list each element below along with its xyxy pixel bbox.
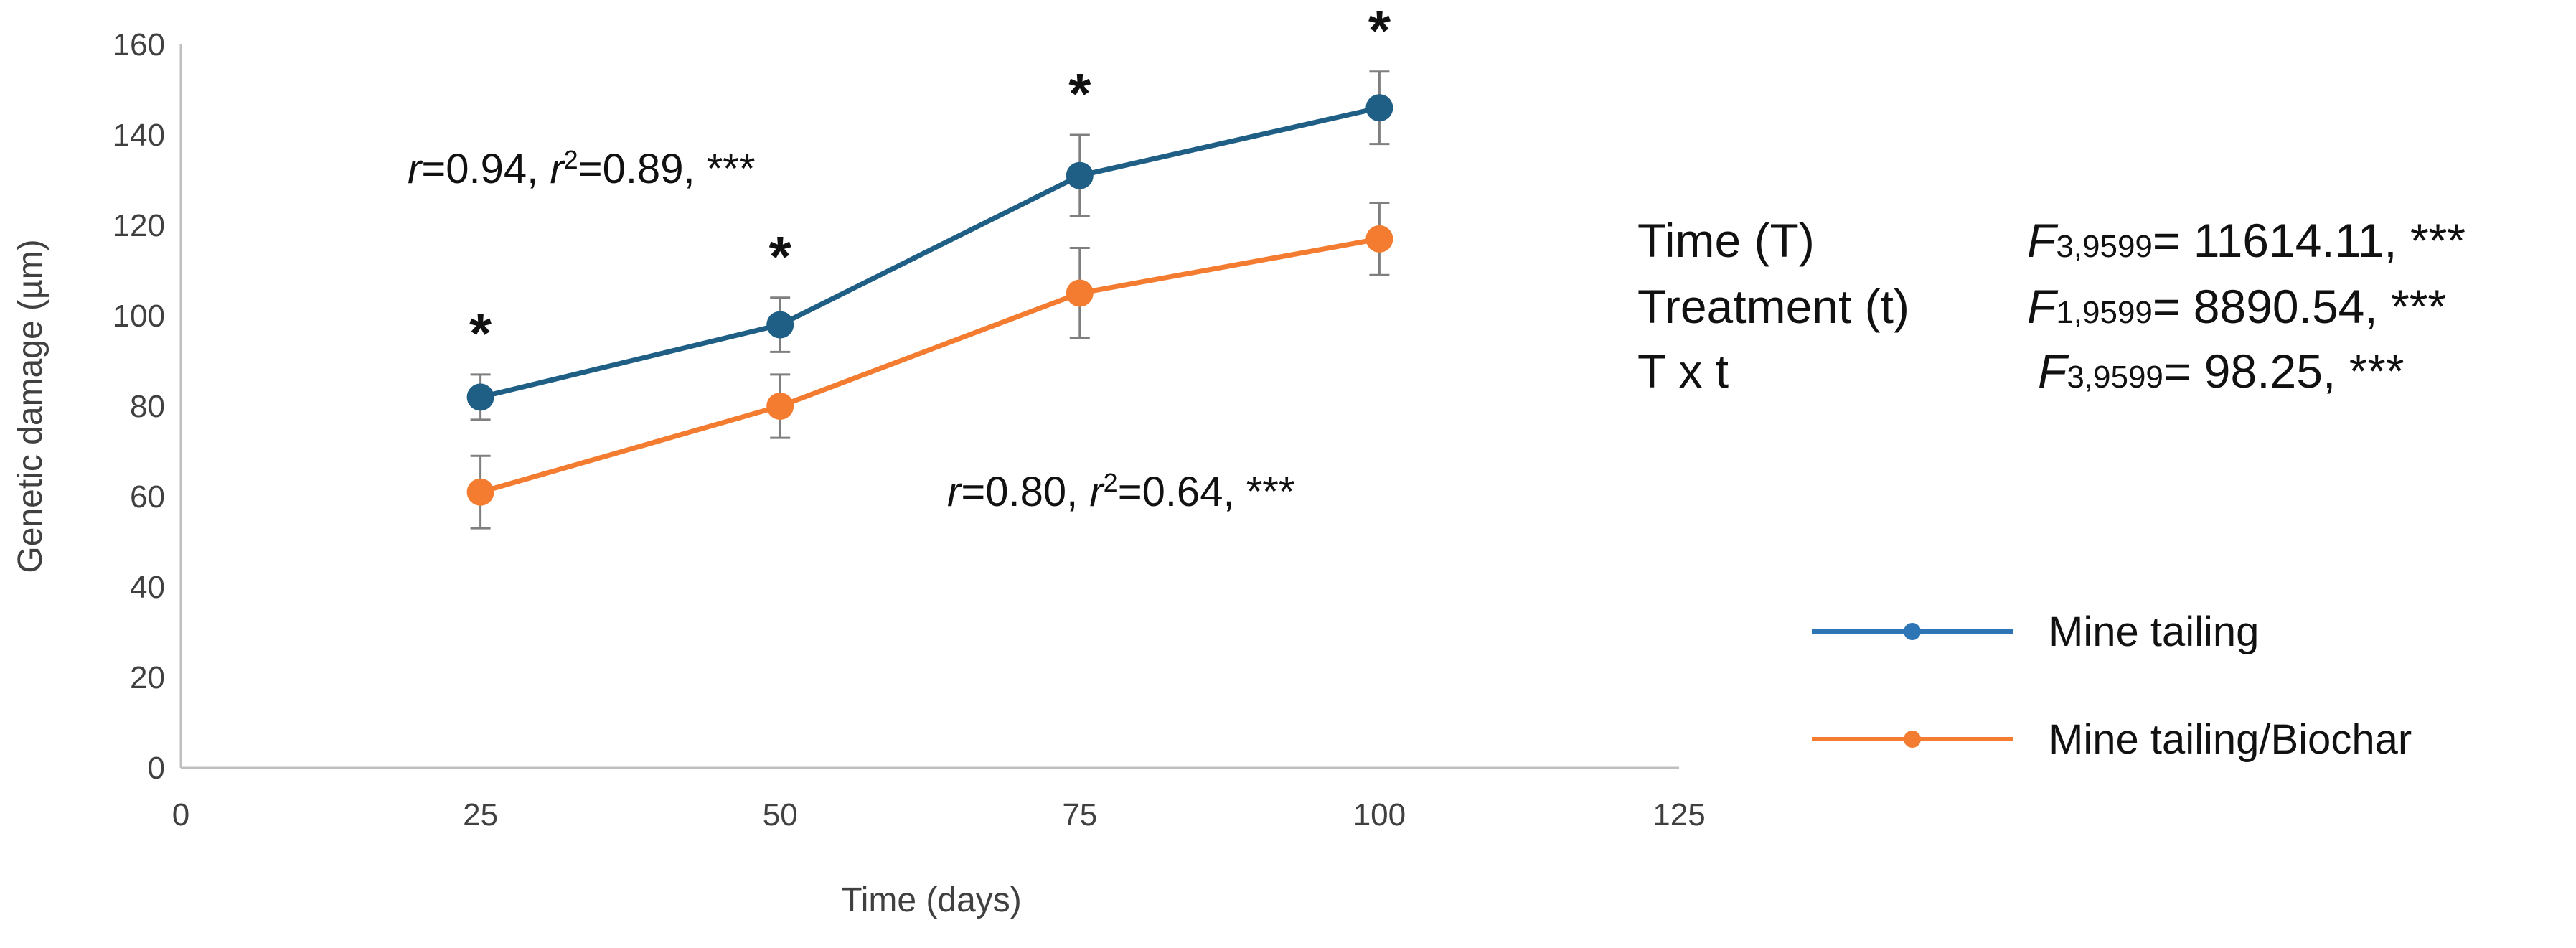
- stats-table: Time (T) F3,9599= 11614.11, *** Treatmen…: [1637, 214, 2465, 398]
- stats-value-time: F3,9599= 11614.11, ***: [2027, 214, 2465, 267]
- legend-item-mine-tailing: Mine tailing: [1812, 609, 2259, 655]
- data-point-mine-tailing: [1365, 94, 1393, 122]
- legend-label-mine-tailing: Mine tailing: [2049, 609, 2259, 655]
- annotation-mine-tailing: r=0.94, r2=0.89, ***: [408, 145, 755, 193]
- y-tick-label: 100: [113, 299, 165, 334]
- annotation-mine-tailing-biochar: r=0.80, r2=0.64, ***: [947, 468, 1294, 516]
- stats-effect-time: Time (T): [1637, 214, 1815, 267]
- legend: Mine tailing Mine tailing/Biochar: [1812, 609, 2412, 763]
- x-tick-label: 0: [172, 797, 189, 832]
- y-tick-label: 140: [113, 118, 165, 153]
- legend-label-mine-tailing-biochar: Mine tailing/Biochar: [2049, 716, 2412, 763]
- significance-star: *: [769, 225, 792, 288]
- y-tick-labels: 0 20 40 60 80 100 120 140 160: [113, 27, 165, 786]
- y-tick-label: 20: [130, 660, 165, 695]
- legend-marker-mine-tailing-biochar: [1904, 731, 1921, 748]
- data-point-mine-tailing: [766, 311, 794, 339]
- stats-value-interaction: F3,9599= 98.25, ***: [2038, 344, 2405, 398]
- significance-star: *: [1068, 62, 1091, 126]
- data-point-mine-tailing-biochar: [466, 478, 494, 506]
- x-tick-label: 100: [1353, 797, 1406, 832]
- x-axis-title: Time (days): [841, 881, 1022, 919]
- series-line-mine-tailing-biochar: [479, 236, 1381, 495]
- stats-effect-interaction: T x t: [1637, 344, 1729, 398]
- y-tick-label: 40: [130, 570, 165, 605]
- y-tick-label: 160: [113, 27, 165, 62]
- x-tick-label: 25: [463, 797, 498, 832]
- y-axis-title: Genetic damage (µm): [11, 239, 50, 573]
- data-point-mine-tailing: [466, 383, 494, 411]
- x-tick-label: 50: [763, 797, 798, 832]
- data-point-mine-tailing-biochar: [1066, 279, 1094, 307]
- significance-star: *: [469, 301, 492, 365]
- legend-marker-mine-tailing: [1904, 623, 1921, 640]
- series-line-mine-tailing: [479, 105, 1381, 400]
- data-point-mine-tailing-biochar: [1365, 225, 1393, 253]
- plot-area: 0 20 40 60 80 100 120 140 160 0 25 50 75 100 125 * * * *: [113, 0, 1706, 832]
- legend-item-mine-tailing-biochar: Mine tailing/Biochar: [1812, 716, 2412, 763]
- y-tick-label: 0: [148, 751, 165, 786]
- y-tick-label: 60: [130, 479, 165, 515]
- significance-star: *: [1368, 0, 1391, 62]
- series-lines: [479, 105, 1381, 495]
- x-tick-label: 125: [1653, 797, 1705, 832]
- significance-stars: * * * *: [469, 0, 1391, 365]
- x-tick-label: 75: [1062, 797, 1097, 832]
- data-points: [466, 94, 1393, 506]
- stats-effect-treatment: Treatment (t): [1637, 280, 1909, 333]
- y-tick-label: 120: [113, 208, 165, 243]
- data-point-mine-tailing: [1066, 161, 1094, 189]
- error-bars: [470, 70, 1390, 530]
- y-tick-label: 80: [130, 389, 165, 424]
- stats-value-treatment: F1,9599= 8890.54, ***: [2027, 280, 2446, 333]
- data-point-mine-tailing-biochar: [766, 393, 794, 420]
- x-tick-labels: 0 25 50 75 100 125: [172, 797, 1706, 832]
